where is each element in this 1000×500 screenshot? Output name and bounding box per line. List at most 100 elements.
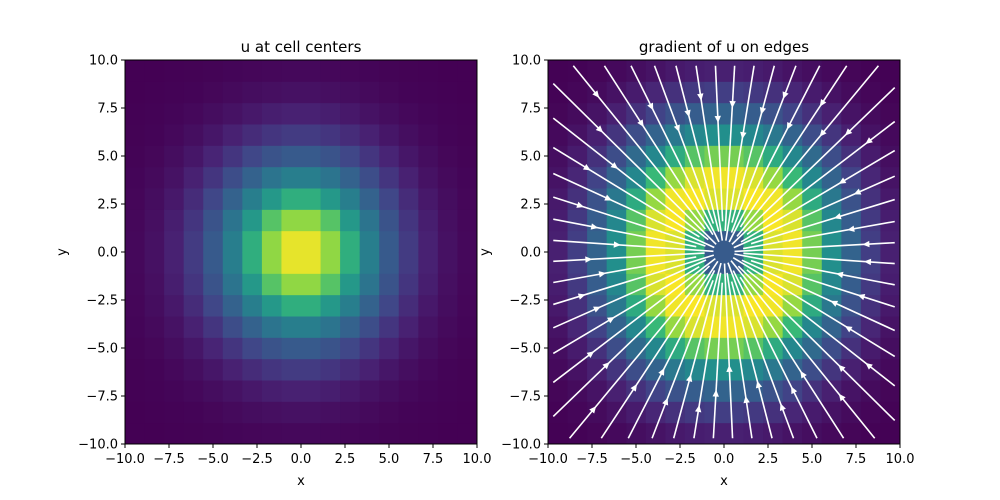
y-tick-label: 0.0 (97, 246, 118, 261)
heatmap-cell (567, 188, 588, 210)
heatmap-cell (437, 60, 458, 82)
streamline (651, 280, 714, 439)
heatmap-cell (437, 273, 458, 296)
heatmap-cell (457, 380, 478, 402)
heatmap-cell (606, 60, 627, 82)
heatmap-cell (222, 294, 243, 317)
heatmap-cell (437, 81, 458, 104)
heatmap-cell (418, 166, 439, 189)
heatmap-cell (841, 294, 862, 317)
heatmap-cell (880, 316, 901, 338)
heatmap-cell (548, 316, 569, 338)
heatmap-cell (359, 401, 380, 424)
heatmap-cell (587, 145, 608, 168)
streamline-arrowhead (862, 240, 870, 248)
heatmap-cell (418, 422, 439, 445)
heatmap-cell (567, 337, 588, 360)
heatmap-cell (222, 252, 243, 274)
heatmap-cell (222, 102, 243, 125)
heatmap-cell (320, 337, 341, 360)
streamline (733, 175, 896, 249)
heatmap-cell (164, 337, 185, 360)
heatmap-cell (340, 81, 361, 104)
heatmap-cell (684, 337, 705, 360)
heatmap-cell (222, 380, 243, 402)
heatmap-cell (203, 316, 224, 338)
heatmap-cell (379, 401, 400, 424)
heatmap-cell (841, 81, 862, 104)
heatmap-cell (437, 166, 458, 189)
heatmap-cell (144, 60, 165, 82)
streamline-arrowhead (833, 213, 842, 220)
heatmap-cell (457, 294, 478, 317)
heatmap-cell (379, 316, 400, 338)
heatmap-cell (841, 252, 862, 274)
streamline (675, 65, 720, 232)
heatmap-cell (242, 166, 263, 189)
streamline (552, 257, 716, 384)
heatmap-cell (782, 124, 803, 146)
x-tick-label: −10.0 (105, 452, 145, 467)
heatmap-cell (548, 337, 569, 360)
streamline (730, 260, 876, 439)
heatmap-cell (587, 422, 608, 445)
heatmap-cell (379, 102, 400, 125)
heatmap-cell (222, 124, 243, 146)
heatmap-cell (242, 380, 263, 402)
heatmap-cell (222, 422, 243, 445)
heatmap-cell (320, 81, 341, 104)
heatmap-cell (144, 230, 165, 253)
heatmap-cell (242, 316, 263, 338)
heatmap-cell (203, 188, 224, 210)
heatmap-cell (567, 401, 588, 424)
heatmap-cell (743, 81, 764, 104)
streamline (725, 65, 755, 241)
heatmap-cell (860, 337, 881, 360)
streamline (600, 260, 719, 439)
heatmap-cell (567, 316, 588, 338)
heatmap-cell (359, 166, 380, 189)
heatmap-cell (587, 60, 608, 82)
streamline-arrowhead (865, 137, 873, 144)
heatmap-cell (548, 230, 569, 253)
streamline-arrowhead (743, 395, 750, 404)
heatmap-cell (548, 145, 569, 168)
heatmap-cell (398, 358, 419, 381)
y-tick-label: 7.5 (520, 102, 541, 117)
heatmap-cell (242, 102, 263, 125)
heatmap-cell (183, 337, 204, 360)
heatmap-cell (567, 422, 588, 445)
streamline-arrowhead (865, 362, 873, 370)
heatmap-cell (222, 358, 243, 381)
streamline (741, 259, 896, 332)
streamline-arrowhead (582, 164, 591, 171)
heatmap-cell (398, 81, 419, 104)
heatmap-cell (183, 358, 204, 381)
streamline (742, 220, 895, 250)
streamline-arrowhead (791, 386, 798, 395)
heatmap-cell (821, 124, 842, 146)
heatmap-cell (763, 124, 784, 146)
heatmap-cell (398, 124, 419, 146)
streamline (552, 265, 711, 417)
heatmap-cell (261, 102, 282, 125)
heatmap-cell (763, 401, 784, 424)
heatmap-cell (379, 294, 400, 317)
heatmap-cell (125, 60, 146, 82)
heatmap-cell (301, 166, 322, 189)
heatmap-cell (418, 188, 439, 210)
heatmap-cell (203, 380, 224, 402)
streamline (714, 65, 724, 222)
heatmap-cell (763, 294, 784, 317)
heatmap-cell (144, 316, 165, 338)
heatmap-cell (626, 337, 647, 360)
heatmap-cell (340, 230, 361, 253)
heatmap-cell (645, 380, 666, 402)
heatmap-cell (183, 273, 204, 296)
heatmap-cell (626, 294, 647, 317)
heatmap-cell (359, 337, 380, 360)
heatmap-cell (880, 124, 901, 146)
heatmap-cell (242, 145, 263, 168)
heatmap-cell (301, 81, 322, 104)
